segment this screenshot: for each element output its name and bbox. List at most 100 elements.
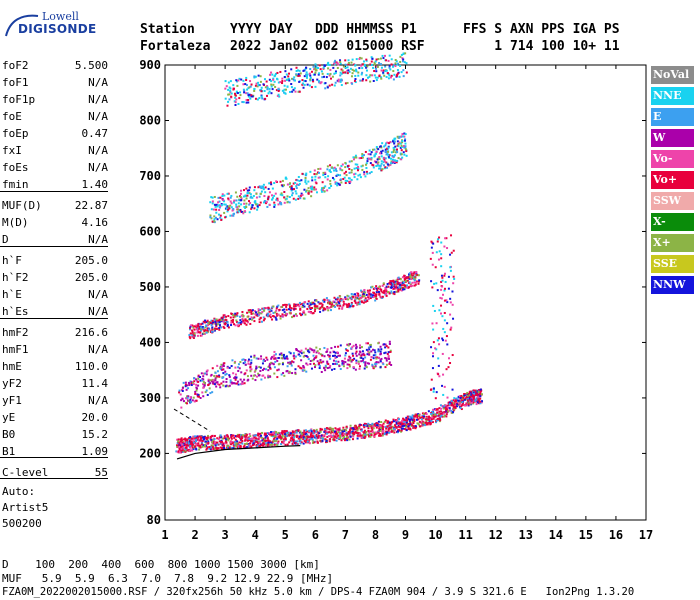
trace-point xyxy=(338,429,341,432)
trace-point xyxy=(373,148,376,151)
trace-point xyxy=(369,293,372,296)
trace-point xyxy=(228,93,231,96)
trace-point xyxy=(192,332,195,335)
trace-point xyxy=(392,292,395,295)
trace-point xyxy=(374,287,377,290)
header-value-params: 1 714 100 10+ 11 xyxy=(463,39,620,54)
trace-point xyxy=(394,145,397,148)
trace-point xyxy=(181,450,184,453)
trace-point xyxy=(307,350,310,353)
trace-point xyxy=(206,436,209,439)
param-value: N/A xyxy=(88,161,108,174)
trace-point xyxy=(234,92,237,95)
trace-point xyxy=(335,431,338,434)
trace-point xyxy=(204,329,207,332)
trace-point xyxy=(234,104,237,107)
trace-point xyxy=(229,441,232,444)
trace-point xyxy=(305,66,308,69)
trace-point xyxy=(366,353,369,356)
trace-point xyxy=(481,400,484,403)
trace-point xyxy=(305,436,308,439)
trace-point xyxy=(344,166,347,169)
trace-point xyxy=(264,186,267,189)
trace-point xyxy=(216,375,219,378)
trace-point xyxy=(363,294,366,297)
trace-point xyxy=(316,171,319,174)
trace-point xyxy=(450,409,453,412)
trace-point xyxy=(405,150,408,153)
trace-point xyxy=(301,83,304,86)
trace-point xyxy=(277,304,280,307)
trace-point xyxy=(373,365,376,368)
trace-point xyxy=(302,431,305,434)
trace-point xyxy=(396,151,399,154)
trace-point xyxy=(284,433,287,436)
trace-point xyxy=(256,314,259,317)
trace-point xyxy=(239,189,242,192)
trace-point xyxy=(402,145,405,148)
trace-point xyxy=(354,424,357,427)
trace-point xyxy=(390,426,393,429)
trace-point xyxy=(245,101,248,104)
trace-point xyxy=(406,423,409,426)
trace-point xyxy=(192,334,195,337)
trace-point xyxy=(326,86,329,89)
trace-point xyxy=(462,396,465,399)
trace-point xyxy=(231,321,234,324)
trace-point xyxy=(220,439,223,442)
trace-point xyxy=(404,419,407,422)
trace-point xyxy=(245,435,248,438)
trace-point xyxy=(363,367,366,370)
trace-point xyxy=(287,75,290,78)
trace-point xyxy=(183,441,186,444)
trace-point xyxy=(394,65,397,68)
trace-point xyxy=(250,83,253,86)
trace-point xyxy=(280,203,283,206)
trace-point xyxy=(294,313,297,316)
trace-point xyxy=(390,430,393,433)
trace-point xyxy=(202,375,205,378)
trace-point xyxy=(358,365,361,368)
trace-point xyxy=(375,291,378,294)
footer-file-info: FZA0M_2022002015000.RSF / 320fx256h 50 k… xyxy=(2,586,635,598)
trace-point xyxy=(277,368,280,371)
trace-point xyxy=(431,421,434,424)
trace-point xyxy=(302,69,305,72)
trace-point xyxy=(225,438,228,441)
trace-point xyxy=(327,363,330,366)
trace-point xyxy=(291,442,294,445)
trace-point xyxy=(177,438,180,441)
trace-point xyxy=(291,188,294,191)
trace-point xyxy=(349,356,352,359)
trace-point xyxy=(311,78,314,81)
trace-point xyxy=(236,440,239,443)
trace-point xyxy=(220,218,223,221)
trace-point xyxy=(234,312,237,315)
trace-point xyxy=(336,164,339,167)
trace-point xyxy=(396,282,399,285)
trace-point xyxy=(193,325,196,328)
trace-point xyxy=(365,162,368,165)
trace-point xyxy=(226,325,229,328)
trace-point xyxy=(197,329,200,332)
trace-point xyxy=(407,423,410,426)
trace-point xyxy=(312,80,315,83)
trace-point xyxy=(388,66,391,69)
trace-point xyxy=(277,93,280,96)
trace-point xyxy=(207,328,210,331)
trace-point xyxy=(180,442,183,445)
trace-point xyxy=(387,355,390,358)
param-value: 55 xyxy=(94,466,108,479)
trace-point xyxy=(439,404,442,407)
trace-point xyxy=(436,240,439,243)
trace-point xyxy=(465,402,468,405)
trace-point xyxy=(214,441,217,444)
trace-point xyxy=(262,440,265,443)
trace-point xyxy=(288,308,291,311)
trace-point xyxy=(255,365,258,368)
trace-point xyxy=(470,391,473,394)
trace-point xyxy=(253,186,256,189)
trace-point xyxy=(331,302,334,305)
trace-point xyxy=(242,189,245,192)
trace-point xyxy=(359,176,362,179)
